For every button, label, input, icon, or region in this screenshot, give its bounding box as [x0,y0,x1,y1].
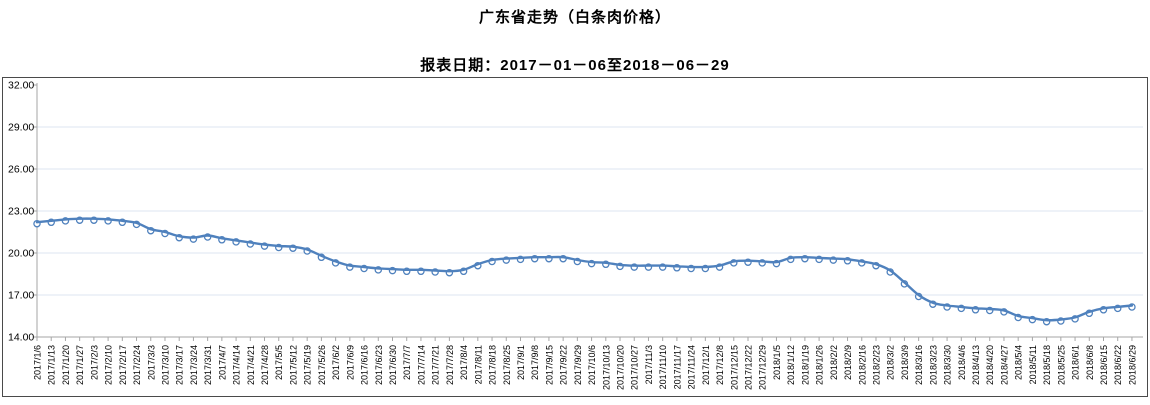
x-tick-label: 2017/6/9 [345,345,355,380]
x-tick-label: 2018/3/23 [928,345,938,385]
x-tick-label: 2017/12/1 [701,345,711,385]
x-tick-label: 2017/5/5 [274,345,284,380]
x-tick-label: 2017/6/30 [388,345,398,385]
x-tick-label: 2017/4/28 [260,345,270,385]
x-tick-label: 2017/11/24 [687,345,697,389]
x-tick-label: 2017/3/10 [160,345,170,385]
x-tick-label: 2017/1/13 [47,345,57,385]
x-tick-label: 2017/6/23 [374,345,384,385]
x-tick-label: 2017/10/6 [587,345,597,385]
y-tick-label: 32.00 [8,80,34,92]
x-tick-label: 2017/6/16 [360,345,370,385]
x-tick-label: 2017/9/29 [573,345,583,385]
x-tick-label: 2017/2/24 [132,345,142,385]
x-tick-label: 2018/3/16 [914,345,924,385]
x-tick-label: 2017/5/12 [288,345,298,385]
x-tick-label: 2017/4/7 [217,345,227,380]
x-tick-label: 2018/1/12 [786,345,796,385]
x-tick-label: 2017/1/27 [75,345,85,385]
x-tick-label: 2018/6/29 [1127,345,1137,385]
x-tick-label: 2017/10/13 [601,345,611,390]
x-tick-label: 2017/2/17 [118,345,128,385]
x-tick-label: 2018/4/27 [999,345,1009,385]
x-tick-label: 2018/5/18 [1042,345,1052,385]
x-tick-label: 2017/5/26 [317,345,327,385]
x-tick-label: 2017/1/20 [61,345,71,385]
x-tick-label: 2018/3/9 [900,345,910,380]
price-series-line [35,217,1134,322]
x-tick-label: 2018/6/15 [1099,345,1109,385]
x-tick-label: 2017/8/11 [473,345,483,384]
chart-title: 广东省走势（白条肉价格） [478,9,671,26]
x-tick-label: 2017/8/4 [459,345,469,380]
x-tick-label: 2017/10/20 [616,345,626,390]
x-tick-label: 2018/2/2 [829,345,839,380]
x-tick-label: 2017/6/2 [331,345,341,380]
x-tick-label: 2018/4/6 [957,345,967,380]
x-tick-label: 2017/10/27 [630,345,640,390]
x-tick-label: 2017/9/8 [530,345,540,380]
x-tick-label: 2018/5/4 [1014,345,1024,380]
x-tick-label: 2018/1/5 [772,345,782,380]
x-tick-label: 2018/1/26 [815,345,825,385]
x-tick-label: 2017/11/17 [672,345,682,389]
x-tick-label: 2017/2/3 [89,345,99,380]
x-tick-label: 2018/6/8 [1085,345,1095,380]
x-tick-label: 2017/12/29 [758,345,768,390]
x-tick-label: 2017/12/8 [715,345,725,385]
x-tick-label: 2017/11/3 [644,345,654,384]
x-tick-label: 2017/3/17 [175,345,185,385]
x-tick-label: 2017/1/6 [33,345,43,380]
y-tick-label: 14.00 [8,332,34,344]
x-tick-label: 2018/4/13 [971,345,981,385]
x-tick-label: 2018/6/22 [1113,345,1123,385]
x-tick-label: 2017/2/10 [104,345,114,385]
x-tick-label: 2017/9/15 [544,345,554,385]
x-tick-label: 2017/7/28 [445,345,455,385]
x-tick-label: 2017/8/25 [502,345,512,385]
y-tick-label: 26.00 [8,164,34,176]
x-tick-label: 2017/3/31 [203,345,213,385]
x-tick-label: 2017/3/3 [146,345,156,380]
x-tick-label: 2017/11/10 [658,345,668,389]
x-tick-label: 2017/3/24 [189,345,199,385]
x-tick-label: 2017/4/14 [232,345,242,385]
chart-frame: 32.00 29.00 26.00 23.00 20.00 17.00 14.00 2017/… [2,77,1148,397]
x-tick-label: 2017/7/7 [402,345,412,380]
x-tick-label: 2018/2/23 [871,345,881,385]
x-tick-label: 2018/6/1 [1071,345,1081,380]
y-tick-label: 29.00 [8,122,34,134]
x-tick-label: 2017/4/21 [246,345,256,385]
y-tick-label: 23.00 [8,206,34,218]
report-date-range: 报表日期：2017－01－06至2018－06－29 [420,57,730,74]
y-tick-label: 20.00 [8,248,34,260]
x-tick-label: 2017/7/14 [416,345,426,385]
x-tick-label: 2017/12/15 [729,345,739,390]
x-tick-label: 2018/2/9 [843,345,853,380]
x-tick-label: 2017/9/22 [559,345,569,385]
x-tick-label: 2018/4/20 [985,345,995,385]
x-tick-label: 2018/1/19 [800,345,810,385]
x-tick-label: 2017/8/18 [488,345,498,385]
x-tick-label: 2018/5/11 [1028,345,1038,384]
x-tick-label: 2017/5/19 [303,345,313,385]
x-tick-label: 2018/5/25 [1056,345,1066,385]
x-tick-label: 2018/3/2 [886,345,896,380]
x-tick-label: 2018/3/30 [943,345,953,385]
x-tick-label: 2017/7/21 [431,345,441,385]
x-tick-label: 2017/9/1 [516,345,526,380]
y-tick-label: 17.00 [8,290,34,302]
x-tick-label: 2017/12/22 [744,345,754,390]
x-tick-label: 2018/2/16 [857,345,867,385]
price-trend-chart: 32.0029.0026.0023.0020.0017.0014.002017/… [8,80,1143,390]
